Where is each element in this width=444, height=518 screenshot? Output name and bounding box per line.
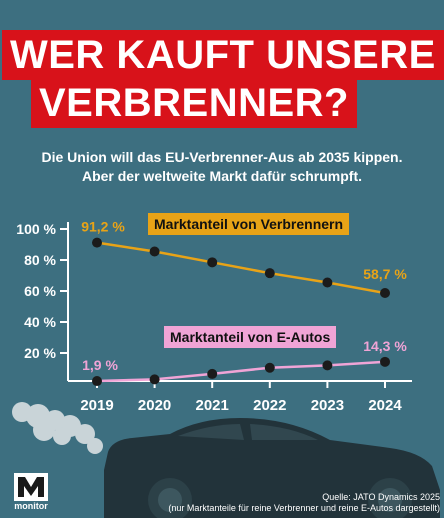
headline-line-1: WER KAUFT UNSERE [2, 30, 444, 80]
series-line-0 [96, 241, 386, 295]
data-label-end: 14,3 % [363, 338, 407, 354]
series-layer: 91,2 % 58,7 % 1,9 % 14,3 % [81, 219, 407, 387]
y-tick-label: 80 % [24, 252, 56, 268]
x-tick-label: 2023 [311, 397, 344, 414]
x-tick-label: 2024 [368, 397, 402, 414]
legend-combustion: Marktanteil von Verbrennern [148, 213, 350, 235]
subtitle: Die Union will das EU-Verbrenner-Aus ab … [0, 148, 444, 186]
y-tick-label: 40 % [24, 314, 56, 330]
y-tick-label: 60 % [24, 283, 56, 299]
data-point [264, 268, 275, 279]
data-point [380, 356, 390, 367]
y-tick-label: 100 % [16, 221, 56, 237]
data-point [207, 257, 218, 268]
data-point [149, 374, 160, 385]
source-line-1: Quelle: JATO Dynamics 2025 [322, 492, 440, 502]
headline: WER KAUFT UNSERE VERBRENNER? [0, 0, 444, 130]
car-silhouette-icon [104, 418, 440, 518]
data-point [92, 237, 102, 248]
data-label-start: 1,9 % [82, 357, 118, 373]
x-tick-label: 2020 [138, 397, 171, 414]
subtitle-line-2: Aber der weltweite Markt dafür schrumpft… [81, 168, 363, 184]
headline-line-2: VERBRENNER? [31, 78, 357, 128]
data-point [380, 288, 390, 299]
source-line-2: (nur Marktanteile für reine Verbrenner u… [168, 503, 440, 513]
exhaust-smoke-icon [12, 402, 103, 454]
source-note: Quelle: JATO Dynamics 2025 (nur Marktant… [168, 492, 440, 514]
logo-text: monitor [14, 501, 48, 511]
x-tick-label: 2021 [196, 397, 229, 414]
y-tick-label: 20 % [24, 345, 56, 361]
monitor-logo: monitor [14, 473, 48, 512]
monitor-m-logo-icon [14, 473, 48, 501]
data-point [322, 277, 333, 288]
data-point [92, 376, 102, 387]
data-point [322, 360, 333, 371]
x-tick-label: 2019 [80, 397, 113, 414]
x-axis: 2019 2020 2021 2022 2023 2024 [68, 380, 412, 414]
subtitle-line-1: Die Union will das EU-Verbrenner-Aus ab … [41, 149, 403, 165]
data-point [264, 362, 275, 373]
legend-ev: Marktanteil von E-Autos [164, 326, 337, 348]
data-point [149, 246, 160, 257]
data-label-end: 58,7 % [363, 266, 407, 282]
data-label-start: 91,2 % [81, 219, 125, 235]
data-point [207, 368, 218, 379]
x-tick-label: 2022 [253, 397, 286, 414]
series-line-1 [96, 360, 386, 383]
y-axis: 100 % 80 % 60 % 40 % 20 % [16, 221, 69, 381]
